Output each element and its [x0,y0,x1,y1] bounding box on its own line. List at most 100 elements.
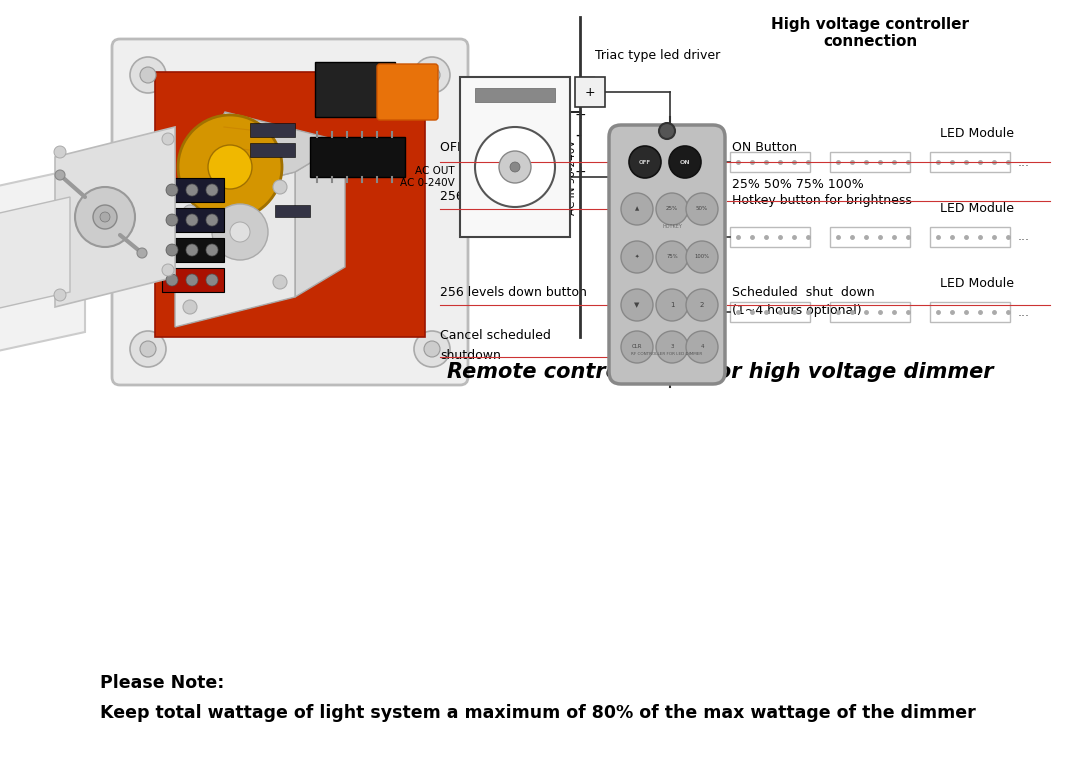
Circle shape [206,244,219,256]
Bar [730,302,810,322]
Text: ✦: ✦ [635,255,640,259]
Circle shape [659,123,675,139]
Circle shape [687,241,718,273]
Circle shape [621,241,653,273]
Circle shape [424,67,440,83]
Circle shape [414,57,450,93]
Polygon shape [175,172,295,327]
Circle shape [621,331,653,363]
Bar [930,302,1010,322]
Circle shape [475,127,555,207]
Text: LED Module: LED Module [940,127,1014,140]
Text: ▲: ▲ [635,206,640,212]
Circle shape [162,264,174,276]
Text: ▼: ▼ [634,302,640,308]
Text: Triac type led driver: Triac type led driver [595,49,721,62]
Text: Please Note:: Please Note: [100,674,224,692]
Circle shape [656,331,688,363]
Text: ...: ... [1018,305,1030,318]
Text: Cancel scheduled: Cancel scheduled [440,329,551,342]
Text: 2: 2 [699,302,705,308]
Text: LED Module: LED Module [940,277,1014,290]
Circle shape [499,151,531,183]
Bar [730,152,810,172]
Circle shape [100,212,110,222]
Circle shape [206,184,219,196]
Text: 256 levels down button: 256 levels down button [440,286,587,299]
Circle shape [669,146,701,178]
FancyBboxPatch shape [112,39,468,385]
FancyBboxPatch shape [609,125,725,384]
Bar [830,302,910,322]
Text: ...: ... [1018,156,1030,169]
Circle shape [206,214,219,226]
Polygon shape [295,142,345,297]
Text: AC OUT
AC 0-240V: AC OUT AC 0-240V [400,166,455,188]
Text: shutdown: shutdown [440,349,501,362]
Text: 100%: 100% [695,255,710,259]
Circle shape [687,193,718,225]
Text: HOTKEY: HOTKEY [662,225,682,229]
Text: 3: 3 [671,344,674,350]
Circle shape [273,275,287,289]
Circle shape [273,180,287,194]
Circle shape [621,193,653,225]
Circle shape [130,57,166,93]
Circle shape [206,274,219,286]
Text: AC IN N: AC IN N [46,212,110,228]
Circle shape [629,146,661,178]
Text: -: - [575,126,581,144]
Text: High voltage controller
connection: High voltage controller connection [771,17,969,49]
Circle shape [183,300,197,314]
Text: +: + [575,108,586,122]
Circle shape [166,244,178,256]
Bar [162,178,224,202]
Text: 75%: 75% [666,255,678,259]
Circle shape [656,289,688,321]
Text: 50%: 50% [696,206,708,212]
Circle shape [166,214,178,226]
Polygon shape [55,127,175,307]
Circle shape [212,204,268,260]
Circle shape [185,214,198,226]
Bar [575,77,605,107]
Bar [730,227,810,247]
Text: AC OUT L: AC OUT L [31,272,110,288]
Circle shape [54,146,66,158]
Text: 1: 1 [669,302,675,308]
Circle shape [130,331,166,367]
Circle shape [162,133,174,145]
Bar [162,238,224,262]
Bar [930,152,1010,172]
Bar [275,205,310,217]
Text: 25% 50% 75% 100%: 25% 50% 75% 100% [732,178,863,191]
Circle shape [656,193,688,225]
Text: ON: ON [680,160,691,164]
Circle shape [424,341,440,357]
Text: AC IN 90-240V: AC IN 90-240V [567,140,577,215]
Circle shape [414,331,450,367]
Circle shape [230,222,251,242]
Polygon shape [0,197,70,312]
Circle shape [140,67,156,83]
Circle shape [621,289,653,321]
Circle shape [138,248,147,258]
Text: OFF: OFF [639,160,651,164]
Text: CLR: CLR [632,344,642,350]
Bar [251,123,295,137]
Text: ...: ... [1018,231,1030,243]
Bar [310,137,405,177]
Text: (1~4 hours optional): (1~4 hours optional) [732,304,861,317]
Bar [314,62,395,117]
Bar [475,88,555,102]
Circle shape [140,341,156,357]
FancyBboxPatch shape [377,64,438,120]
Text: Remote control guide for high voltage dimmer: Remote control guide for high voltage di… [447,362,994,382]
Text: 4: 4 [700,344,704,350]
Circle shape [166,274,178,286]
Text: OFF Button: OFF Button [440,141,510,154]
Bar [251,143,295,157]
Text: AC OUT N: AC OUT N [28,242,110,258]
Circle shape [75,187,135,247]
Text: +: + [584,85,595,98]
